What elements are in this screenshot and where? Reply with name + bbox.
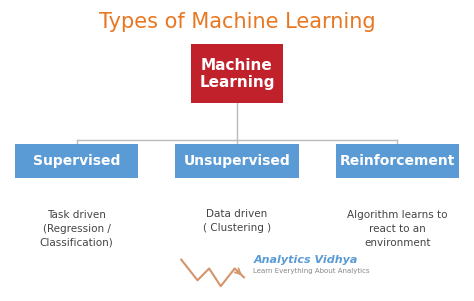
Text: Learn Everything About Analytics: Learn Everything About Analytics: [253, 268, 370, 275]
Text: Unsupervised: Unsupervised: [183, 154, 291, 168]
FancyBboxPatch shape: [175, 144, 299, 178]
FancyBboxPatch shape: [191, 44, 283, 103]
Text: Types of Machine Learning: Types of Machine Learning: [99, 12, 375, 32]
Text: Task driven
(Regression /
Classification): Task driven (Regression / Classification…: [40, 210, 114, 248]
Text: Analytics Vidhya: Analytics Vidhya: [253, 255, 358, 265]
Text: Data driven
( Clustering ): Data driven ( Clustering ): [203, 209, 271, 233]
FancyBboxPatch shape: [15, 144, 138, 178]
Text: Algorithm learns to
react to an
environment: Algorithm learns to react to an environm…: [347, 210, 447, 248]
Text: Supervised: Supervised: [33, 154, 120, 168]
Text: Machine
Learning: Machine Learning: [199, 57, 275, 90]
FancyBboxPatch shape: [336, 144, 459, 178]
Text: Reinforcement: Reinforcement: [339, 154, 455, 168]
